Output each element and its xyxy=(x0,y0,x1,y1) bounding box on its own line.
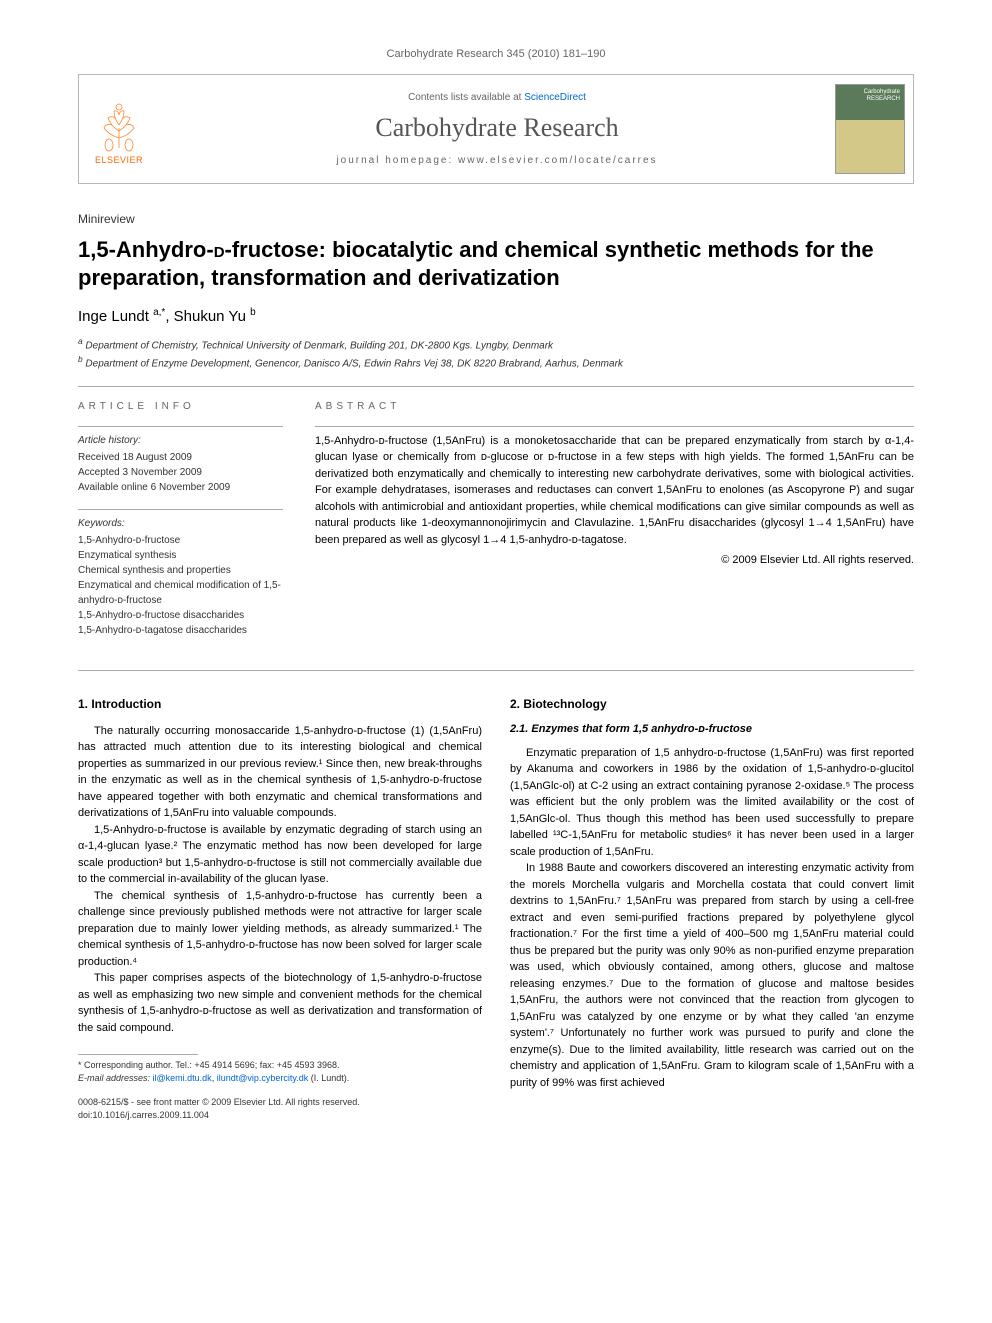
elsevier-tree-icon xyxy=(94,93,144,153)
divider xyxy=(78,670,914,671)
abstract-text: 1,5-Anhydro-ᴅ-fructose (1,5AnFru) is a m… xyxy=(315,433,914,549)
section-2-heading: 2. Biotechnology xyxy=(510,697,914,711)
page-container: Carbohydrate Research 345 (2010) 181–190… xyxy=(0,0,992,1152)
footnote-separator xyxy=(78,1054,198,1055)
cover-label: Carbohydrate RESEARCH xyxy=(836,89,900,102)
keywords-block: Keywords: 1,5-Anhydro-ᴅ-fructoseEnzymati… xyxy=(78,509,283,638)
elsevier-label: ELSEVIER xyxy=(95,155,143,165)
section-2-1-heading: 2.1. Enzymes that form 1,5 anhydro-ᴅ-fru… xyxy=(510,723,914,735)
body-paragraph: The naturally occurring monosaccaride 1,… xyxy=(78,723,482,822)
contents-pre: Contents lists available at xyxy=(408,92,524,103)
affiliation-line: a Department of Chemistry, Technical Uni… xyxy=(78,335,914,353)
abstract-copyright: © 2009 Elsevier Ltd. All rights reserved… xyxy=(315,554,914,566)
body-paragraph: This paper comprises aspects of the biot… xyxy=(78,970,482,1036)
journal-banner: ELSEVIER Contents lists available at Sci… xyxy=(78,74,914,184)
email-link-2[interactable]: ilundt@vip.cybercity.dk xyxy=(217,1073,309,1083)
keywords-subhead: Keywords: xyxy=(78,516,283,531)
sciencedirect-link[interactable]: ScienceDirect xyxy=(524,92,586,103)
article-type: Minireview xyxy=(78,212,914,226)
article-info-heading: ARTICLE INFO xyxy=(78,401,283,412)
keyword-line: Enzymatical synthesis xyxy=(78,548,283,563)
keyword-line: Chemical synthesis and properties xyxy=(78,563,283,578)
corresponding-author-footnote: * Corresponding author. Tel.: +45 4914 5… xyxy=(78,1059,482,1084)
affiliation-line: b Department of Enzyme Development, Gene… xyxy=(78,353,914,371)
doi-line: doi:10.1016/j.carres.2009.11.004 xyxy=(78,1109,482,1122)
history-subhead: Article history: xyxy=(78,433,283,448)
body-paragraph: Enzymatic preparation of 1,5 anhydro-ᴅ-f… xyxy=(510,745,914,861)
article-title: 1,5-Anhydro-d-fructose: biocatalytic and… xyxy=(78,236,914,291)
abstract-heading: ABSTRACT xyxy=(315,401,914,412)
left-column: 1. Introduction The naturally occurring … xyxy=(78,697,482,1122)
keyword-line: 1,5-Anhydro-ᴅ-fructose disaccharides xyxy=(78,608,283,623)
section-1-heading: 1. Introduction xyxy=(78,697,482,711)
email-link-1[interactable]: il@kemi.dtu.dk xyxy=(153,1073,212,1083)
title-smallcaps: d xyxy=(214,237,225,262)
keyword-line: Enzymatical and chemical modification of… xyxy=(78,578,283,608)
citation-header: Carbohydrate Research 345 (2010) 181–190 xyxy=(78,48,914,60)
info-abstract-row: ARTICLE INFO Article history: Received 1… xyxy=(78,401,914,652)
body-paragraph: The chemical synthesis of 1,5-anhydro-ᴅ-… xyxy=(78,888,482,971)
email-label: E-mail addresses: xyxy=(78,1073,153,1083)
email-line: E-mail addresses: il@kemi.dtu.dk, ilundt… xyxy=(78,1072,482,1085)
banner-center: Contents lists available at ScienceDirec… xyxy=(159,92,835,166)
journal-cover-thumbnail: Carbohydrate RESEARCH xyxy=(835,84,905,174)
publisher-logo: ELSEVIER xyxy=(79,75,159,183)
history-line: Accepted 3 November 2009 xyxy=(78,465,283,480)
divider xyxy=(78,386,914,387)
keyword-line: 1,5-Anhydro-ᴅ-tagatose disaccharides xyxy=(78,623,283,638)
right-column: 2. Biotechnology 2.1. Enzymes that form … xyxy=(510,697,914,1122)
front-matter-line: 0008-6215/$ - see front matter © 2009 El… xyxy=(78,1096,482,1109)
body-columns: 1. Introduction The naturally occurring … xyxy=(78,697,914,1122)
contents-available-line: Contents lists available at ScienceDirec… xyxy=(159,92,835,103)
abstract-column: ABSTRACT 1,5-Anhydro-ᴅ-fructose (1,5AnFr… xyxy=(315,401,914,652)
corr-line: * Corresponding author. Tel.: +45 4914 5… xyxy=(78,1059,482,1072)
authors: Inge Lundt a,*, Shukun Yu b xyxy=(78,307,914,325)
title-pre: 1,5-Anhydro- xyxy=(78,237,214,262)
article-info-column: ARTICLE INFO Article history: Received 1… xyxy=(78,401,283,652)
history-line: Received 18 August 2009 xyxy=(78,450,283,465)
affiliations: a Department of Chemistry, Technical Uni… xyxy=(78,335,914,372)
journal-name: Carbohydrate Research xyxy=(159,113,835,143)
history-line: Available online 6 November 2009 xyxy=(78,480,283,495)
article-history-block: Article history: Received 18 August 2009… xyxy=(78,426,283,495)
keyword-line: 1,5-Anhydro-ᴅ-fructose xyxy=(78,533,283,548)
journal-homepage: journal homepage: www.elsevier.com/locat… xyxy=(159,155,835,166)
body-paragraph: In 1988 Baute and coworkers discovered a… xyxy=(510,860,914,1091)
email-post: (I. Lundt). xyxy=(308,1073,349,1083)
body-paragraph: 1,5-Anhydro-ᴅ-fructose is available by e… xyxy=(78,822,482,888)
bottom-meta: 0008-6215/$ - see front matter © 2009 El… xyxy=(78,1096,482,1121)
